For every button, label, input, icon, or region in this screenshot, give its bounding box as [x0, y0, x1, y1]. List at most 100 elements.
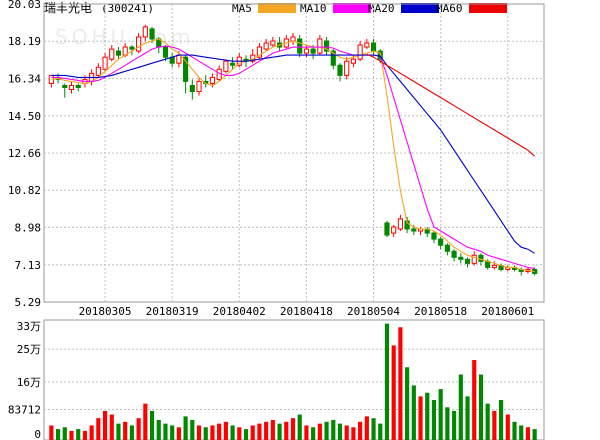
ma-line-ma5: [51, 38, 535, 273]
candle-body: [196, 80, 202, 93]
candle-body: [230, 62, 236, 66]
volume-bar: [170, 425, 175, 440]
date-tick-label: 20180418: [280, 305, 333, 318]
candle-body: [350, 58, 356, 64]
candle-body: [256, 46, 263, 58]
candle-body: [438, 238, 444, 246]
legend-label-ma20: MA20: [368, 2, 395, 15]
candle-body: [62, 84, 68, 88]
volume-bar: [116, 423, 121, 440]
volume-bar: [196, 425, 202, 440]
candle-body: [337, 64, 343, 76]
candle-body: [431, 232, 437, 240]
legend-label-ma60: MA60: [436, 2, 463, 15]
candle-body: [303, 48, 310, 54]
date-tick-label: 20180305: [79, 305, 132, 318]
volume-bar: [431, 400, 437, 440]
candle-body: [458, 256, 464, 260]
volume-bar: [331, 420, 336, 440]
volume-tick-label: 0: [34, 428, 41, 440]
candle-body: [364, 42, 370, 48]
candle-body: [183, 56, 189, 82]
volume-bar: [425, 392, 430, 440]
candle-body: [297, 38, 303, 54]
watermark: SOHU.com: [55, 25, 194, 49]
volume-tick-label: 16万: [17, 376, 41, 389]
candle-body: [209, 76, 216, 84]
volume-bar: [344, 425, 349, 440]
volume-bar: [163, 423, 168, 440]
price-tick-label: 20.03: [8, 0, 41, 11]
candle-body: [109, 48, 115, 60]
volume-bar: [445, 407, 450, 440]
price-tick-label: 18.19: [8, 35, 41, 48]
candle-body: [263, 42, 269, 50]
candle-body: [129, 46, 135, 50]
volume-bar: [243, 429, 249, 440]
date-tick-label: 20180319: [146, 305, 199, 318]
candle-body: [270, 40, 276, 46]
ma-line-ma10: [51, 45, 535, 269]
volume-tick-label: 83712: [8, 404, 41, 417]
volume-bar: [438, 389, 443, 440]
volume-bar: [190, 420, 195, 440]
volume-bar: [398, 327, 403, 440]
candle-body: [162, 46, 169, 58]
date-tick-label: 20180504: [347, 305, 400, 318]
stock-code: (300241): [101, 2, 154, 15]
legend-swatch-ma10: [333, 3, 371, 13]
volume-bar: [478, 374, 484, 440]
volume-frame: [43, 319, 545, 440]
candle-body: [149, 28, 155, 40]
price-tick-label: 7.13: [15, 259, 42, 272]
volume-bar: [458, 374, 463, 440]
candle-body: [317, 38, 323, 54]
volume-bar: [418, 396, 423, 440]
legend-label-ma5: MA5: [232, 2, 252, 15]
volume-bar: [391, 345, 396, 440]
chart-header: 瑞丰光电 (300241) MA5 MA10 MA20 MA60: [44, 1, 507, 15]
volume-bar: [505, 414, 510, 440]
volume-bar: [290, 418, 296, 440]
volume-bar: [304, 425, 309, 440]
volume-bar: [371, 418, 376, 440]
ma-line-ma60: [366, 53, 535, 157]
volume-bar: [62, 427, 67, 440]
volume-bar: [499, 400, 504, 440]
candle-body: [444, 244, 450, 252]
volume-bar: [492, 410, 497, 440]
volume-bar: [237, 427, 242, 440]
price-tick-label: 10.82: [8, 184, 41, 197]
volume-bar: [223, 421, 228, 440]
volume-bar: [384, 323, 390, 440]
candle-body: [344, 60, 350, 76]
candle-body: [142, 26, 148, 38]
volume-bar: [364, 416, 369, 440]
candle-body: [216, 68, 222, 80]
volume-bar: [277, 423, 282, 440]
candle-body: [75, 84, 81, 88]
volume-bar: [176, 427, 181, 440]
volume-bar: [378, 423, 383, 440]
legend-swatch-ma20: [401, 3, 439, 13]
candle-body: [471, 254, 477, 264]
candle-body: [397, 218, 403, 230]
ma-line-ma20: [51, 54, 535, 254]
volume-bar: [149, 410, 155, 440]
volume-bar: [156, 420, 161, 440]
candle-body: [290, 36, 296, 42]
candle-body: [176, 54, 182, 64]
volume-bar: [210, 425, 215, 440]
volume-bar: [405, 367, 410, 440]
volume-bar: [472, 360, 477, 440]
legend: MA5 MA10 MA20 MA60: [232, 2, 507, 15]
volume-bar: [358, 421, 363, 440]
candle-body: [189, 84, 195, 93]
price-tick-label: 12.66: [8, 147, 41, 160]
volume-bar: [452, 410, 457, 440]
volume-bar: [311, 427, 316, 440]
candle-body: [136, 36, 142, 52]
volume-bar: [297, 414, 302, 440]
candle-body: [384, 222, 390, 236]
